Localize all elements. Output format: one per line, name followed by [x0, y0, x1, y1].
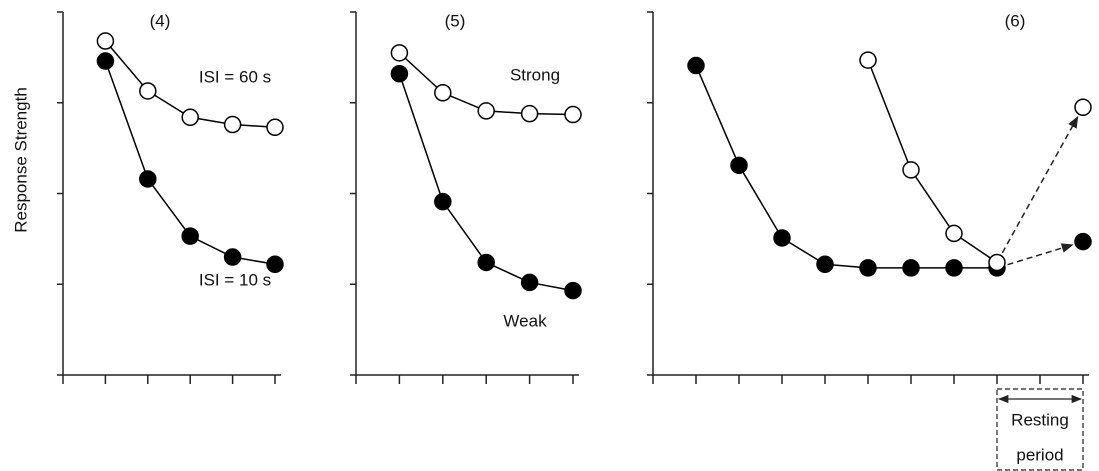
- filled-marker: [816, 255, 834, 274]
- open-marker: [859, 51, 877, 69]
- filled-marker: [902, 259, 920, 277]
- recovery-arrow: [1001, 115, 1079, 254]
- open-marker: [564, 105, 582, 124]
- annotation: period: [1016, 445, 1063, 464]
- filled-marker: [520, 273, 539, 292]
- open-marker: [139, 82, 157, 100]
- open-marker: [223, 115, 242, 134]
- open-marker: [988, 253, 1006, 272]
- annotation: Strong: [510, 65, 560, 84]
- open-marker: [945, 224, 963, 243]
- annotation: ISI = 10 s: [199, 270, 271, 289]
- filled-marker: [687, 56, 705, 75]
- open-marker: [1074, 98, 1092, 117]
- filled-marker: [730, 156, 748, 175]
- filled-marker: [564, 281, 582, 300]
- open-marker: [266, 118, 284, 137]
- annotation: Weak: [503, 311, 547, 330]
- filled-marker: [139, 170, 157, 188]
- filled-marker: [223, 248, 242, 266]
- recovery-arrow: [1007, 243, 1074, 266]
- open-marker: [520, 104, 539, 123]
- filled-marker: [477, 253, 495, 272]
- panel-title: (6): [1005, 11, 1026, 30]
- open-marker: [96, 32, 115, 50]
- filled-marker: [96, 52, 115, 70]
- filled-marker: [1074, 232, 1092, 251]
- open-marker: [902, 161, 920, 179]
- panel-title: (5): [445, 11, 466, 30]
- y-axis-label: Response Strength: [11, 87, 30, 233]
- series-line: [867, 59, 998, 264]
- annotation: ISI = 60 s: [199, 67, 271, 86]
- open-marker: [390, 44, 409, 62]
- filled-marker: [773, 229, 791, 247]
- filled-marker: [266, 255, 284, 274]
- filled-marker: [434, 192, 452, 211]
- panel-title: (4): [150, 11, 171, 30]
- open-marker: [181, 108, 199, 127]
- open-marker: [477, 102, 495, 120]
- filled-marker: [945, 259, 963, 277]
- filled-marker: [390, 64, 409, 83]
- filled-marker: [859, 259, 877, 277]
- filled-marker: [181, 227, 199, 245]
- open-marker: [434, 84, 452, 102]
- resting-period-box: [996, 388, 1084, 471]
- annotation: Resting: [1011, 410, 1069, 429]
